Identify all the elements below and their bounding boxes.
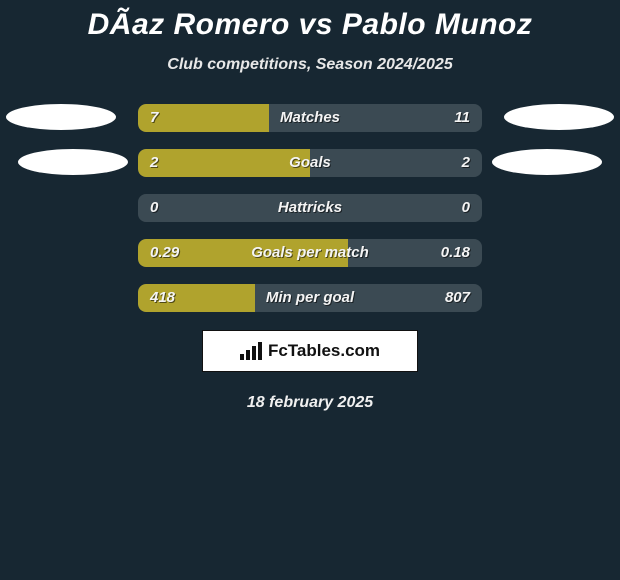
stat-value-left: 2 (138, 149, 170, 177)
stat-bar: 711Matches (138, 104, 482, 132)
source-badge-text: FcTables.com (268, 341, 380, 361)
stat-row: 0 0Hattricks (0, 194, 620, 222)
stat-value-right: 0.18 (429, 239, 482, 267)
player-left-avatar-slot (6, 104, 116, 130)
stat-bar: 0.290.18Goals per match (138, 239, 482, 267)
stat-row: 418807Min per goal (0, 284, 620, 312)
stat-label: Hattricks (138, 194, 482, 222)
stat-value-right: 2 (450, 149, 482, 177)
stat-value-left: 7 (138, 104, 170, 132)
stat-value-left: 0 (138, 194, 170, 222)
stat-row: 711Matches (0, 104, 620, 132)
player-left-avatar-slot (18, 149, 128, 175)
stat-value-right: 0 (450, 194, 482, 222)
footer-date: 18 february 2025 (0, 394, 620, 412)
stat-bar: 22Goals (138, 149, 482, 177)
stat-bar: 0 0Hattricks (138, 194, 482, 222)
page-subtitle: Club competitions, Season 2024/2025 (0, 56, 620, 74)
stat-value-left: 0.29 (138, 239, 191, 267)
stat-row: 0.290.18Goals per match (0, 239, 620, 267)
stat-value-right: 11 (442, 104, 482, 132)
page-title: DÃ­az Romero vs Pablo Munoz (0, 0, 620, 42)
player-right-avatar-slot (492, 149, 602, 175)
player-right-avatar-slot (504, 104, 614, 130)
source-badge: FcTables.com (202, 330, 418, 372)
stat-bar: 418807Min per goal (138, 284, 482, 312)
comparison-chart: 711Matches22Goals00Hattricks0.290.18Goal… (0, 104, 620, 312)
stat-row: 22Goals (0, 149, 620, 177)
stat-value-left: 418 (138, 284, 187, 312)
bar-chart-icon (240, 342, 262, 360)
stat-value-right: 807 (433, 284, 482, 312)
